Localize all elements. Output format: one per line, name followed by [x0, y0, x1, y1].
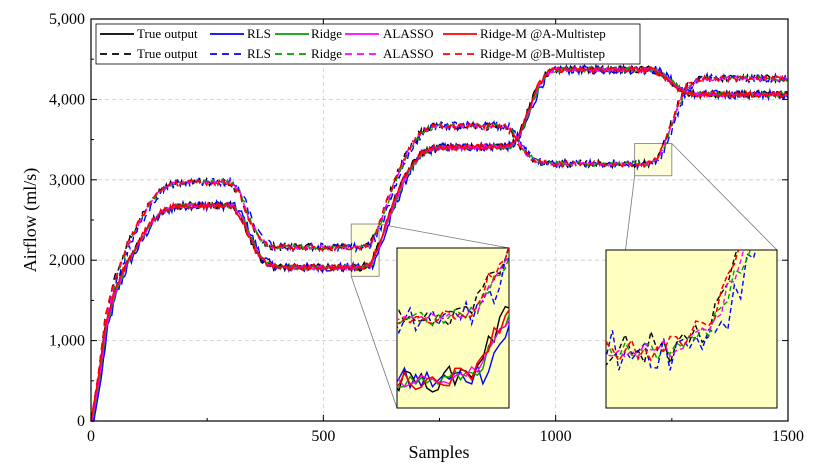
- inset-series-line-ridgem-B: [397, 248, 509, 325]
- legend-label-ridge-a: Ridge: [311, 26, 342, 41]
- zoom-inset-lines-2: [606, 250, 757, 371]
- zoom-inset-lines-1: [397, 248, 509, 393]
- inset-series-line-true-B: [397, 248, 509, 327]
- series-layer: [90, 63, 789, 422]
- legend-box: [95, 23, 641, 65]
- zoom-inset-background-2: [605, 249, 778, 409]
- legend-label-ridgem-b: Ridge-M @B-Multistep: [480, 46, 605, 61]
- inset-series-line-alasso-A: [397, 318, 509, 388]
- legend-label-rls-a: RLS: [247, 26, 271, 41]
- x-tick-label-3: 1500: [772, 428, 804, 445]
- zoom-inset-1: [396, 247, 510, 409]
- series-line-ridgem-A: [90, 65, 789, 422]
- inset-series-line-rls-B: [397, 257, 509, 335]
- zoom-connector-top-2: [671, 143, 778, 251]
- legend-label-alasso-b: ALASSO: [383, 46, 434, 61]
- inset-series-line-ridge-B: [397, 254, 509, 326]
- series-line-alasso-B: [90, 74, 789, 422]
- zoom-connector-bottom-1: [350, 276, 398, 409]
- tick-layer: 0 500 1000 1500 0 1,000 2,000 3,000 4,000 5,000: [49, 11, 804, 445]
- inset-layer: [396, 247, 778, 409]
- grid-layer: [91, 19, 788, 421]
- legend-label-alasso-a: ALASSO: [383, 26, 434, 41]
- x-tick-label-1: 500: [311, 428, 335, 445]
- x-tick-label-0: 0: [87, 428, 95, 445]
- inset-series-line-ridgem-A: [397, 308, 509, 391]
- series-line-ridgem-B: [90, 74, 789, 422]
- x-axis-title: Samples: [409, 442, 470, 462]
- zoom-connector-top-1: [379, 223, 510, 249]
- y-tick-label-1: 1,000: [49, 333, 85, 350]
- y-tick-label-4: 4,000: [49, 91, 85, 108]
- legend-label-rls-b: RLS: [247, 46, 271, 61]
- y-tick-label-3: 3,000: [49, 172, 85, 189]
- legend-label-ridge-b: Ridge: [311, 46, 342, 61]
- legend-label-true-a: True output: [137, 26, 198, 41]
- zoom-inset-background-1: [396, 247, 510, 409]
- y-tick-label-5: 5,000: [49, 11, 85, 28]
- inset-series-line-ridgem-B: [606, 250, 740, 363]
- x-tick-label-2: 1000: [540, 428, 572, 445]
- legend-label-ridgem-a: Ridge-M @A-Multistep: [480, 26, 606, 41]
- inset-series-line-true-B: [606, 250, 738, 367]
- y-tick-label-0: 0: [77, 413, 85, 430]
- legend: True output RLS Ridge ALASSO Ridge-M @A-…: [95, 23, 641, 65]
- zoom-inset-2: [605, 249, 778, 409]
- y-axis-title: Airflow (ml/s): [20, 168, 41, 272]
- y-tick-label-2: 2,000: [49, 252, 85, 269]
- legend-label-true-b: True output: [137, 46, 198, 61]
